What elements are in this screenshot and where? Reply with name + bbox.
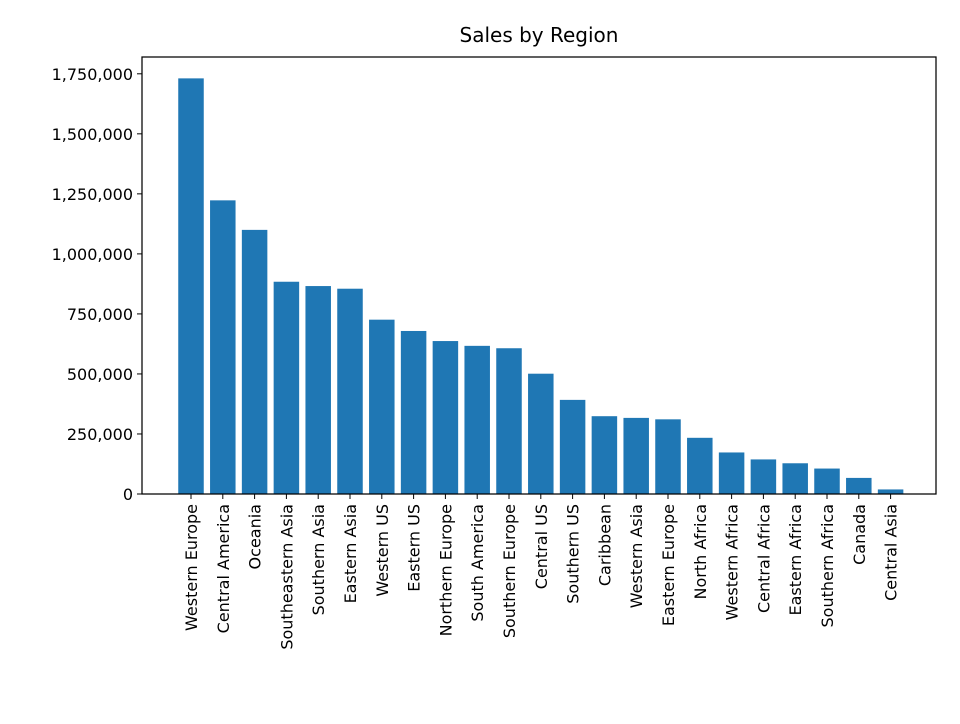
bar-southern-us [559,399,586,494]
plot-frame [141,56,937,495]
bar-caribbean [591,416,618,494]
bar-eastern-us [400,330,427,494]
bar-southern-africa [814,468,840,494]
x-tick-label: Eastern Europe [659,504,678,626]
bar-southern-europe [496,348,522,494]
bar-western-asia [623,417,649,494]
x-tick-label: Caribbean [595,504,614,586]
y-tick-label: 1,250,000 [52,185,133,204]
y-tick-label: 1,500,000 [52,125,133,144]
x-tick-label: Eastern Asia [341,504,360,603]
x-tick-label: Southern US [564,504,583,604]
bar-southeastern-asia [273,281,300,494]
x-tick-label: Eastern US [405,504,424,592]
bar-southern-asia [305,286,331,494]
x-tick-label: Central Asia [882,504,901,601]
chart-title: Sales by Region [460,23,619,47]
bar-western-europe [178,78,204,495]
x-tick-label: Western US [373,504,392,597]
bars-layer [178,78,904,495]
x-axis: Western Europe Central America Oceania Sout… [182,494,901,650]
x-tick-label: Southern Asia [309,504,328,615]
bar-central-asia [877,489,904,494]
x-tick-label: Northern Europe [436,504,455,636]
x-tick-label: Central US [532,504,551,589]
bar-central-africa [750,459,777,494]
x-tick-label: Eastern Africa [786,504,805,616]
bar-western-us [369,319,395,494]
x-tick-label: Southeastern Asia [277,504,296,650]
x-tick-label: North Africa [691,504,710,599]
x-tick-label: Southern Africa [818,504,837,628]
x-tick-label: Western Asia [627,504,646,608]
bar-central-america [210,200,236,494]
bar-western-africa [718,452,745,494]
y-tick-label: 1,750,000 [52,65,133,84]
y-tick-label: 0 [123,485,133,504]
bar-south-america [464,345,490,494]
bar-eastern-africa [782,463,808,494]
y-tick-label: 500,000 [67,365,133,384]
y-tick-label: 1,000,000 [52,245,133,264]
y-tick-label: 250,000 [67,425,133,444]
bar-oceania [241,229,268,494]
bar-central-us [528,373,554,494]
y-axis: 0 250,000 500,000 750,000 1,000,000 1,250,000… [52,65,142,504]
bar-northern-europe [432,341,459,494]
bar-eastern-asia [337,288,363,494]
x-tick-label: Oceania [246,504,265,569]
bar-north-africa [687,437,713,494]
x-tick-label: Western Europe [182,504,201,631]
x-tick-label: Western Africa [723,504,742,620]
x-tick-label: Canada [850,504,869,565]
x-tick-label: Southern Europe [500,504,519,638]
x-tick-label: South America [468,504,487,622]
y-tick-label: 750,000 [67,305,133,324]
bar-eastern-europe [655,419,681,494]
bar-canada [846,477,872,494]
x-tick-label: Central America [214,504,233,633]
x-tick-label: Central Africa [754,504,773,613]
